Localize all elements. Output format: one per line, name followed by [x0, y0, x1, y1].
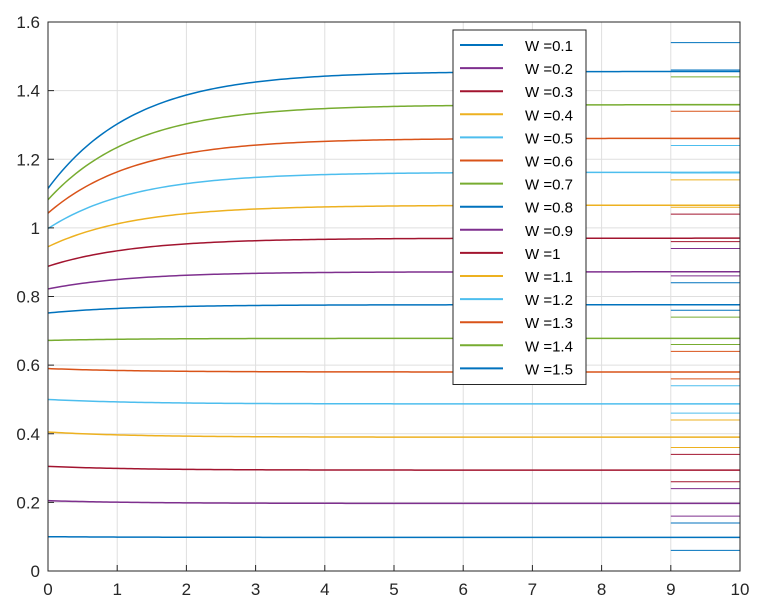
- series-line: [47, 337, 740, 342]
- x-tick-label: 3: [251, 580, 260, 599]
- y-tick-label: 0.2: [16, 493, 40, 512]
- legend-label: W =0.1: [525, 38, 573, 55]
- x-tick-label: 1: [112, 580, 121, 599]
- y-tick-label: 1.6: [16, 13, 40, 32]
- series-line: [47, 465, 740, 471]
- legend-label: W =0.9: [525, 223, 573, 240]
- x-tick-label: 0: [43, 580, 52, 599]
- y-tick-label: 1: [31, 219, 40, 238]
- y-tick-label: 1.4: [16, 82, 40, 101]
- legend-label: W =1.1: [525, 269, 573, 286]
- legend-label: W =1.3: [525, 315, 573, 332]
- series-line: [47, 271, 740, 290]
- series-line: [47, 70, 740, 189]
- series-line: [47, 367, 740, 373]
- series-line: [47, 535, 740, 539]
- x-tick-label: 9: [666, 580, 675, 599]
- x-tick-label: 2: [182, 580, 191, 599]
- x-tick-label: 4: [320, 580, 329, 599]
- legend-label: W =1: [525, 246, 560, 263]
- y-tick-label: 0.8: [16, 288, 40, 307]
- series-line: [47, 137, 741, 214]
- series-lines: [47, 70, 741, 539]
- x-tick-label: 5: [389, 580, 398, 599]
- y-tick-label: 0.4: [16, 425, 40, 444]
- legend-label: W =0.5: [525, 130, 573, 147]
- axis-ticks: 0 1 2 3 4 5 6 7 8 9 10 0 0.2 0.4 0.6 0.8 1 1.2 1.4 1.6: [16, 13, 749, 599]
- legend-label: W =1.4: [525, 338, 573, 355]
- series-line: [47, 499, 740, 505]
- series-line: [47, 204, 740, 248]
- y-tick-label: 0.6: [16, 356, 40, 375]
- y-tick-label: 1.2: [16, 150, 40, 169]
- series-line: [47, 171, 740, 230]
- legend-label: W =0.7: [525, 177, 573, 194]
- series-line: [47, 103, 740, 201]
- legend-label: W =0.6: [525, 154, 573, 171]
- reference-lines: [670, 42, 740, 551]
- series-line: [47, 398, 740, 405]
- legend: W =0.1 W =0.2 W =0.3 W =0.4 W =0.5 W =0.6 W =0…: [452, 29, 587, 385]
- legend-label: W =1.2: [525, 292, 573, 309]
- y-tick-label: 0: [31, 562, 40, 581]
- legend-label: W =0.2: [525, 61, 573, 78]
- series-line: [47, 303, 740, 314]
- legend-label: W =0.4: [525, 107, 573, 124]
- legend-label: W =1.5: [525, 361, 573, 378]
- legend-label: W =0.8: [525, 200, 573, 217]
- series-line: [47, 431, 740, 438]
- legend-label: W =0.3: [525, 84, 573, 101]
- x-tick-label: 7: [528, 580, 537, 599]
- x-tick-label: 6: [458, 580, 467, 599]
- series-line: [47, 237, 740, 268]
- x-tick-label: 8: [597, 580, 606, 599]
- x-tick-label: 10: [731, 580, 750, 599]
